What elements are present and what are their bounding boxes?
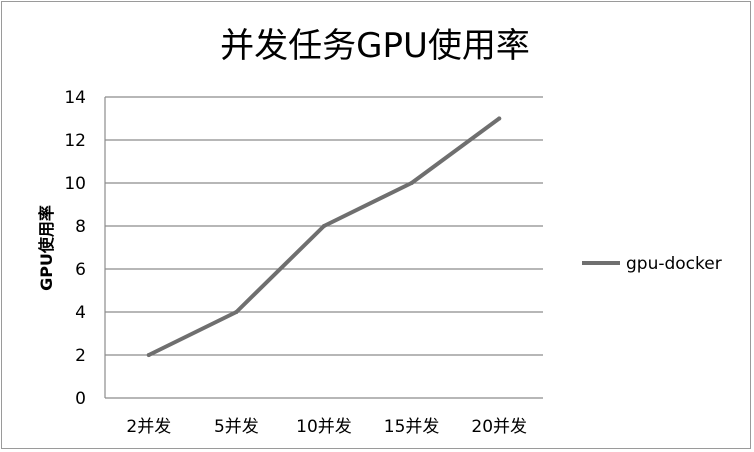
data-point: [322, 224, 326, 228]
x-tick-label: 20并发: [471, 417, 527, 437]
y-tick-label: 2: [75, 346, 86, 366]
data-point: [234, 310, 239, 314]
series-group: [146, 116, 502, 357]
y-tick-label: 4: [75, 303, 86, 323]
data-point: [409, 181, 414, 185]
y-tick-label: 8: [75, 217, 86, 237]
chart-title: 并发任务GPU使用率: [220, 26, 530, 66]
y-axis-label: GPU使用率: [37, 205, 56, 291]
x-tick-label: 2并发: [126, 417, 171, 437]
y-tick-label: 14: [64, 88, 86, 108]
y-tick-label: 6: [75, 260, 86, 280]
y-tick-label: 0: [75, 389, 86, 409]
legend: gpu-docker: [582, 254, 722, 274]
legend-label: gpu-docker: [626, 254, 722, 274]
gridlines: [104, 96, 543, 399]
data-point: [146, 353, 151, 357]
y-tick-label: 12: [64, 131, 86, 151]
data-point: [497, 116, 502, 121]
x-tick-label: 5并发: [214, 417, 259, 437]
y-tick-label: 10: [64, 174, 86, 194]
series-line-gpu-docker: [146, 116, 502, 357]
x-tick-label: 15并发: [384, 417, 440, 437]
x-tick-labels: 2并发 5并发 10并发 15并发 20并发: [126, 417, 527, 437]
x-tick-label: 10并发: [296, 417, 352, 437]
y-tick-labels: 0 2 4 6 8 10 12 14: [64, 88, 86, 409]
